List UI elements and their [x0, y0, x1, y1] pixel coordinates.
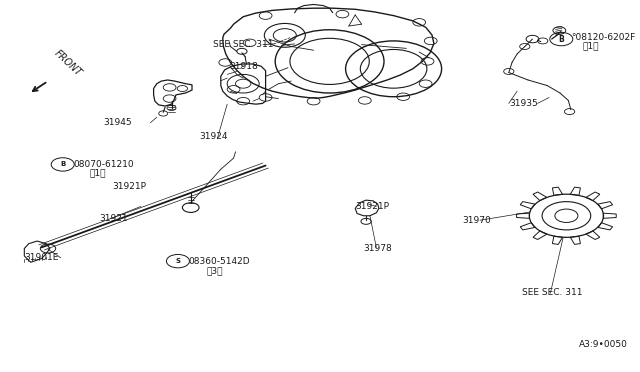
Text: 31921P: 31921P: [355, 202, 389, 211]
Text: °08120-6202F: °08120-6202F: [571, 33, 635, 42]
Text: B: B: [559, 35, 564, 44]
Text: 31918: 31918: [229, 62, 258, 71]
Text: SEE SEC. 311: SEE SEC. 311: [522, 288, 582, 296]
Text: FRONT: FRONT: [52, 48, 84, 78]
Text: （1）: （1）: [90, 169, 106, 177]
Text: 31945: 31945: [104, 118, 132, 126]
Text: 31921P: 31921P: [112, 182, 146, 191]
Text: S: S: [175, 258, 180, 264]
Text: 31921: 31921: [99, 214, 128, 223]
Text: （3）: （3）: [206, 266, 223, 275]
Text: （1）: （1）: [582, 41, 599, 50]
Text: 31978: 31978: [364, 244, 392, 253]
Text: 31935: 31935: [509, 99, 538, 108]
Text: B: B: [60, 161, 65, 167]
Text: A3:9•0050: A3:9•0050: [579, 340, 628, 349]
Text: SEE SEC. 311: SEE SEC. 311: [213, 40, 274, 49]
Text: 08360-5142D: 08360-5142D: [189, 257, 250, 266]
Text: 08070-61210: 08070-61210: [74, 160, 134, 169]
Text: 31901E: 31901E: [24, 253, 59, 262]
Text: 31970: 31970: [462, 216, 491, 225]
Text: 31924: 31924: [200, 132, 228, 141]
